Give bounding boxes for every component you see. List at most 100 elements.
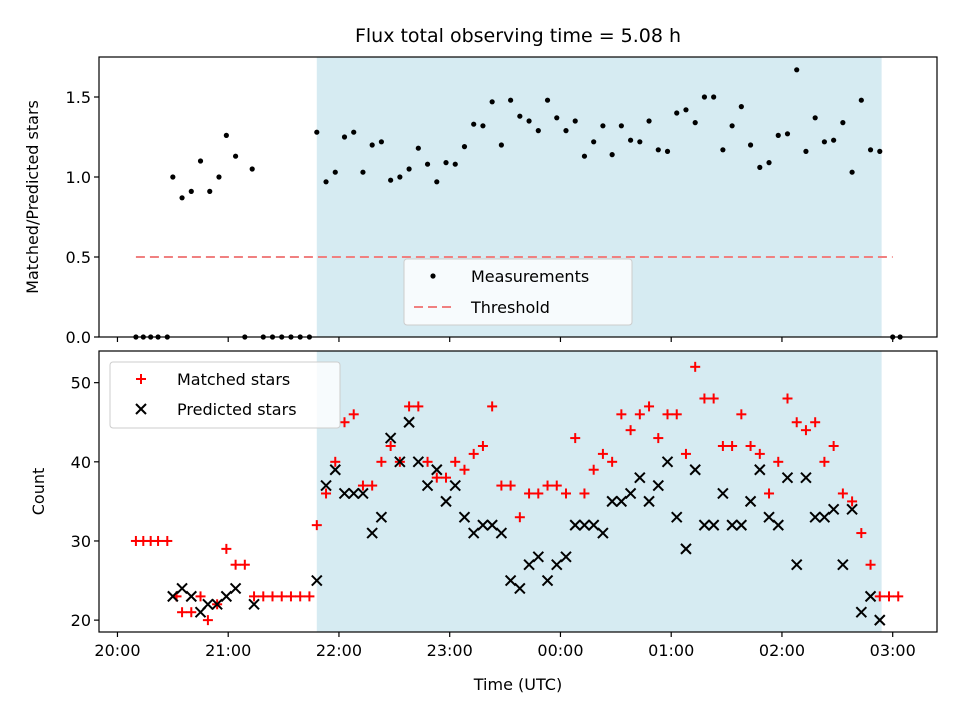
matched-star-point [413,401,424,412]
measurement-point [784,131,791,137]
matched-star-point [717,440,728,451]
matched-star-point [422,456,433,467]
measurement-point [452,161,458,167]
matched-star-point [258,591,269,602]
measurement-point [794,67,800,73]
y-tick-label: 0.5 [66,248,91,267]
measurement-point [508,97,514,103]
matched-star-point [588,464,599,475]
measurement-point [554,115,560,121]
predicted-star-point [597,527,609,539]
matched-star-point [524,488,535,499]
predicted-star-point [458,511,471,523]
matched-star-point [893,591,904,602]
measurement-point [867,147,874,153]
matched-star-point [680,448,691,459]
legend-marker-measurements [430,273,436,279]
predicted-star-point [541,574,554,587]
predicted-star-point [837,559,849,571]
matched-star-point [782,393,793,404]
measurement-point [170,174,176,180]
measurement-point [609,152,615,158]
predicted-star-point [781,471,794,484]
y-tick-label: 1.5 [66,88,91,107]
x-tick-label: 01:00 [648,641,694,660]
predicted-star-point [431,464,443,476]
predicted-star-point [726,519,738,531]
measurement-point [729,123,735,129]
measurement-point [223,132,229,138]
measurement-point [471,121,477,127]
matched-star-point [736,409,747,420]
matched-star-point [745,440,756,451]
predicted-star-point [202,598,214,611]
x-tick-label: 21:00 [205,641,251,660]
count-points [130,361,904,626]
matched-star-point [321,488,332,499]
matched-star-point [616,409,627,420]
matched-star-point [828,440,839,451]
x-tick-label: 03:00 [870,641,916,660]
measurement-point [434,179,440,185]
predicted-star-point [763,511,775,523]
measurement-point [406,166,412,172]
matched-star-point [153,535,164,546]
measurement-point [249,166,255,172]
y-tick-label: 30 [71,532,91,551]
matched-star-point [348,409,359,420]
matched-star-point [468,448,479,459]
count-panel: 20 30 40 50 20:00 21:00 22:00 23:00 00:00 01:00 0… [29,350,938,660]
measurement-point [591,139,597,145]
predicted-star-point [874,614,886,626]
matched-star-point [810,417,821,428]
predicted-star-point [606,495,618,508]
predicted-star-point [486,519,498,531]
measurement-point [535,128,541,134]
legend-bottom: Matched stars Predicted stars [109,361,341,429]
predicted-star-point [167,590,179,603]
ratio-panel: 0.0 0.5 1.0 1.5 Matched/Predicted stars Mea… [23,56,938,347]
measurement-point [683,107,689,113]
matched-star-point [662,409,673,420]
predicted-star-point [532,551,545,563]
predicted-star-point [827,503,840,516]
measurement-point [461,144,468,150]
matched-star-point [653,433,664,444]
measurement-point [627,137,634,143]
matched-star-point [431,472,442,483]
measurement-point [563,128,569,134]
matched-star-point [367,480,378,491]
predicted-star-point [348,487,360,500]
measurement-point [766,160,772,166]
predicted-star-point [384,432,397,444]
predicted-star-point [514,582,526,595]
measurement-point [369,142,375,148]
measurement-point [323,179,329,185]
matched-star-point [579,488,590,499]
predicted-star-point [394,456,406,468]
y-axis-label-top: Matched/Predicted stars [23,100,42,294]
y-tick-label: 40 [71,453,91,472]
predicted-star-point [357,487,369,500]
measurement-point [232,153,239,159]
matched-marker [136,374,146,384]
measurement-point [812,115,818,121]
measurement-point [877,148,883,154]
predicted-star-point [185,590,197,603]
predicted-star-point [220,590,233,603]
predicted-star-point [229,582,242,595]
measurement-point [498,142,504,148]
predicted-star-point [338,487,351,500]
predicted-star-point [578,519,591,531]
predicted-star-point [864,590,877,603]
measurement-point [821,139,828,145]
measurement-point [388,177,394,183]
measurement-point [711,94,717,100]
matched-star-point [276,591,287,602]
predicted-star-point [689,464,701,476]
measurement-point [216,174,222,180]
axes-frame-top [98,56,938,338]
matched-star-point [764,488,775,499]
predicted-star-point [523,559,535,571]
x-tick-label: 23:00 [427,641,473,660]
